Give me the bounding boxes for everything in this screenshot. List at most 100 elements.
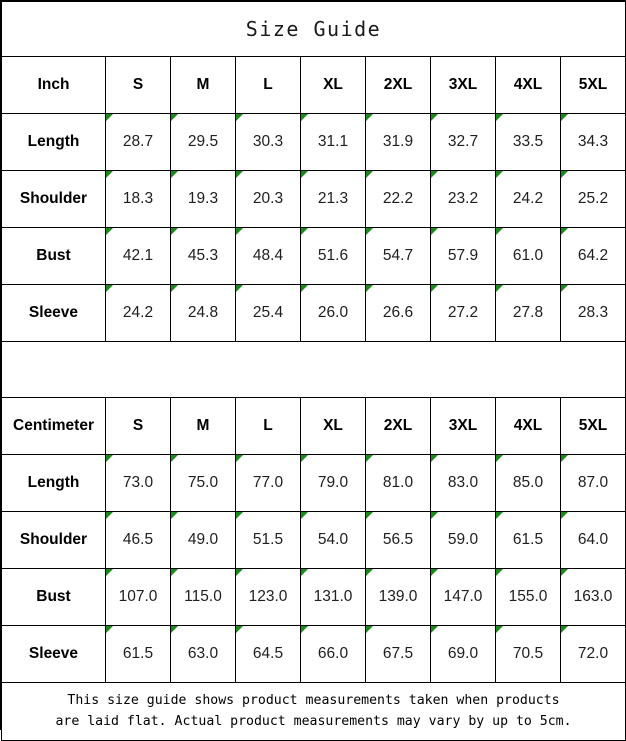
cell-inch-sleeve-3xl: 27.2 <box>430 284 496 342</box>
cell-cm-sleeve-2xl: 67.5 <box>365 625 431 683</box>
cell-cm-sleeve-xl: 66.0 <box>300 625 366 683</box>
cell-inch-bust-2xl: 54.7 <box>365 227 431 285</box>
size-header-cm-2xl: 2XL <box>365 397 431 455</box>
cell-inch-bust-m: 45.3 <box>170 227 236 285</box>
note-line-1: This size guide shows product measuremen… <box>67 693 560 709</box>
cell-inch-bust-4xl: 61.0 <box>495 227 561 285</box>
cell-inch-shoulder-s: 18.3 <box>105 170 171 228</box>
table-row: Shoulder 46.5 49.0 51.5 54.0 56.5 59.0 6… <box>1 511 626 569</box>
cell-cm-length-xl: 79.0 <box>300 454 366 512</box>
cell-cm-bust-l: 123.0 <box>235 568 301 626</box>
cell-cm-shoulder-5xl: 64.0 <box>559 511 626 569</box>
cell-inch-sleeve-xl: 26.0 <box>300 284 366 342</box>
cell-inch-sleeve-m: 24.8 <box>170 284 236 342</box>
cell-cm-shoulder-2xl: 56.5 <box>365 511 431 569</box>
cell-inch-shoulder-xl: 21.3 <box>300 170 366 228</box>
cell-cm-sleeve-5xl: 72.0 <box>559 625 626 683</box>
table-row: Sleeve 24.2 24.8 25.4 26.0 26.6 27.2 27.… <box>1 284 626 342</box>
size-header-3xl: 3XL <box>430 56 496 114</box>
cell-cm-sleeve-l: 64.5 <box>235 625 301 683</box>
cell-inch-length-xl: 31.1 <box>300 113 366 171</box>
cell-cm-shoulder-s: 46.5 <box>105 511 171 569</box>
cell-inch-sleeve-s: 24.2 <box>105 284 171 342</box>
cell-inch-shoulder-5xl: 25.2 <box>559 170 626 228</box>
size-guide-note: This size guide shows product measuremen… <box>0 682 626 741</box>
size-header-xl: XL <box>300 56 366 114</box>
cell-cm-length-l: 77.0 <box>235 454 301 512</box>
note-row: This size guide shows product measuremen… <box>0 682 626 741</box>
table-row: Length 28.7 29.5 30.3 31.1 31.9 32.7 33.… <box>1 113 626 171</box>
measure-label-bust: Bust <box>1 227 106 285</box>
size-header-l: L <box>235 56 301 114</box>
measure-label-cm-sleeve: Sleeve <box>1 625 106 683</box>
size-header-cm-s: S <box>105 397 171 455</box>
table-row: Bust 107.0 115.0 123.0 131.0 139.0 147.0… <box>1 568 626 626</box>
table-row: Length 73.0 75.0 77.0 79.0 81.0 83.0 85.… <box>1 454 626 512</box>
page-title: Size Guide <box>0 1 626 57</box>
cell-inch-shoulder-l: 20.3 <box>235 170 301 228</box>
cell-inch-length-m: 29.5 <box>170 113 236 171</box>
cell-cm-length-m: 75.0 <box>170 454 236 512</box>
size-header-5xl: 5XL <box>559 56 626 114</box>
cell-inch-length-2xl: 31.9 <box>365 113 431 171</box>
title-row: Size Guide <box>0 1 626 57</box>
cell-inch-shoulder-4xl: 24.2 <box>495 170 561 228</box>
cell-inch-bust-s: 42.1 <box>105 227 171 285</box>
size-header-m: M <box>170 56 236 114</box>
cell-inch-length-5xl: 34.3 <box>559 113 626 171</box>
size-header-s: S <box>105 56 171 114</box>
cell-inch-sleeve-5xl: 28.3 <box>559 284 626 342</box>
cell-cm-bust-2xl: 139.0 <box>365 568 431 626</box>
table-row: Shoulder 18.3 19.3 20.3 21.3 22.2 23.2 2… <box>1 170 626 228</box>
cell-cm-sleeve-3xl: 69.0 <box>430 625 496 683</box>
size-header-cm-m: M <box>170 397 236 455</box>
unit-header-centimeter: Centimeter <box>1 397 106 455</box>
cell-inch-sleeve-4xl: 27.8 <box>495 284 561 342</box>
table-spacer <box>0 341 626 398</box>
cell-cm-bust-5xl: 163.0 <box>559 568 626 626</box>
cell-cm-length-2xl: 81.0 <box>365 454 431 512</box>
measure-label-length: Length <box>1 113 106 171</box>
cell-inch-length-l: 30.3 <box>235 113 301 171</box>
cell-cm-bust-xl: 131.0 <box>300 568 366 626</box>
cell-cm-shoulder-xl: 54.0 <box>300 511 366 569</box>
measure-label-shoulder: Shoulder <box>1 170 106 228</box>
table-row: Bust 42.1 45.3 48.4 51.6 54.7 57.9 61.0 … <box>1 227 626 285</box>
cell-cm-length-4xl: 85.0 <box>495 454 561 512</box>
note-line-2: are laid flat. Actual product measuremen… <box>55 713 572 729</box>
cell-inch-shoulder-3xl: 23.2 <box>430 170 496 228</box>
cell-cm-sleeve-s: 61.5 <box>105 625 171 683</box>
cell-inch-bust-5xl: 64.2 <box>559 227 626 285</box>
cell-cm-shoulder-4xl: 61.5 <box>495 511 561 569</box>
cell-cm-shoulder-l: 51.5 <box>235 511 301 569</box>
cell-inch-sleeve-2xl: 26.6 <box>365 284 431 342</box>
unit-header-inch: Inch <box>1 56 106 114</box>
header-row-centimeter: Centimeter S M L XL 2XL 3XL 4XL 5XL <box>1 397 626 455</box>
cell-inch-length-s: 28.7 <box>105 113 171 171</box>
size-header-cm-3xl: 3XL <box>430 397 496 455</box>
cell-inch-length-3xl: 32.7 <box>430 113 496 171</box>
cell-cm-sleeve-m: 63.0 <box>170 625 236 683</box>
cell-inch-length-4xl: 33.5 <box>495 113 561 171</box>
cell-inch-bust-3xl: 57.9 <box>430 227 496 285</box>
size-header-4xl: 4XL <box>495 56 561 114</box>
measure-label-cm-bust: Bust <box>1 568 106 626</box>
cell-cm-bust-m: 115.0 <box>170 568 236 626</box>
cell-cm-length-3xl: 83.0 <box>430 454 496 512</box>
measure-label-sleeve: Sleeve <box>1 284 106 342</box>
measure-label-cm-length: Length <box>1 454 106 512</box>
header-row-inch: Inch S M L XL 2XL 3XL 4XL 5XL <box>1 56 626 114</box>
cell-cm-shoulder-m: 49.0 <box>170 511 236 569</box>
cell-cm-length-s: 73.0 <box>105 454 171 512</box>
cell-cm-sleeve-4xl: 70.5 <box>495 625 561 683</box>
cell-inch-sleeve-l: 25.4 <box>235 284 301 342</box>
spacer-row <box>0 341 626 398</box>
cell-inch-shoulder-m: 19.3 <box>170 170 236 228</box>
measure-label-cm-shoulder: Shoulder <box>1 511 106 569</box>
cell-inch-shoulder-2xl: 22.2 <box>365 170 431 228</box>
cell-cm-bust-4xl: 155.0 <box>495 568 561 626</box>
size-header-cm-4xl: 4XL <box>495 397 561 455</box>
cell-inch-bust-l: 48.4 <box>235 227 301 285</box>
